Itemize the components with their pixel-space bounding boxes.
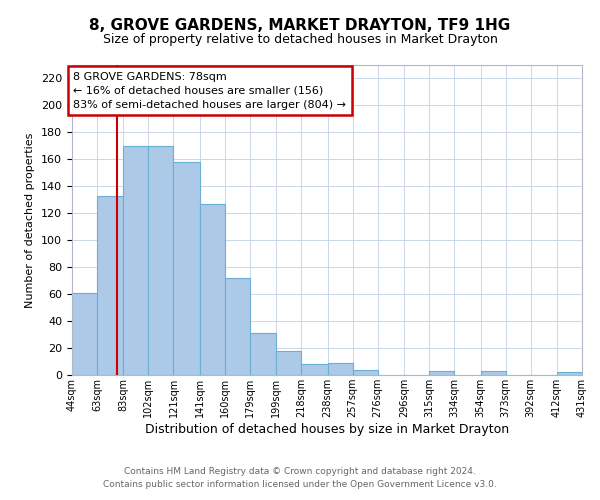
Bar: [200, 204, 225, 375]
Bar: [124, 146, 148, 375]
Bar: [148, 146, 173, 375]
Bar: [301, 364, 328, 375]
Bar: [276, 350, 301, 375]
Text: 8 GROVE GARDENS: 78sqm
← 16% of detached houses are smaller (156)
83% of semi-de: 8 GROVE GARDENS: 78sqm ← 16% of detached…: [73, 72, 346, 110]
Text: 8, GROVE GARDENS, MARKET DRAYTON, TF9 1HG: 8, GROVE GARDENS, MARKET DRAYTON, TF9 1H…: [89, 18, 511, 32]
Text: Contains public sector information licensed under the Open Government Licence v3: Contains public sector information licen…: [103, 480, 497, 489]
Bar: [328, 363, 353, 375]
Bar: [173, 162, 200, 375]
Text: Contains HM Land Registry data © Crown copyright and database right 2024.: Contains HM Land Registry data © Crown c…: [124, 467, 476, 476]
Bar: [353, 370, 378, 375]
Bar: [97, 196, 124, 375]
Y-axis label: Number of detached properties: Number of detached properties: [25, 132, 35, 308]
X-axis label: Distribution of detached houses by size in Market Drayton: Distribution of detached houses by size …: [145, 423, 509, 436]
Bar: [72, 293, 97, 375]
Bar: [557, 372, 582, 375]
Text: Size of property relative to detached houses in Market Drayton: Size of property relative to detached ho…: [103, 32, 497, 46]
Bar: [250, 333, 276, 375]
Bar: [225, 278, 250, 375]
Bar: [429, 371, 454, 375]
Bar: [481, 371, 506, 375]
